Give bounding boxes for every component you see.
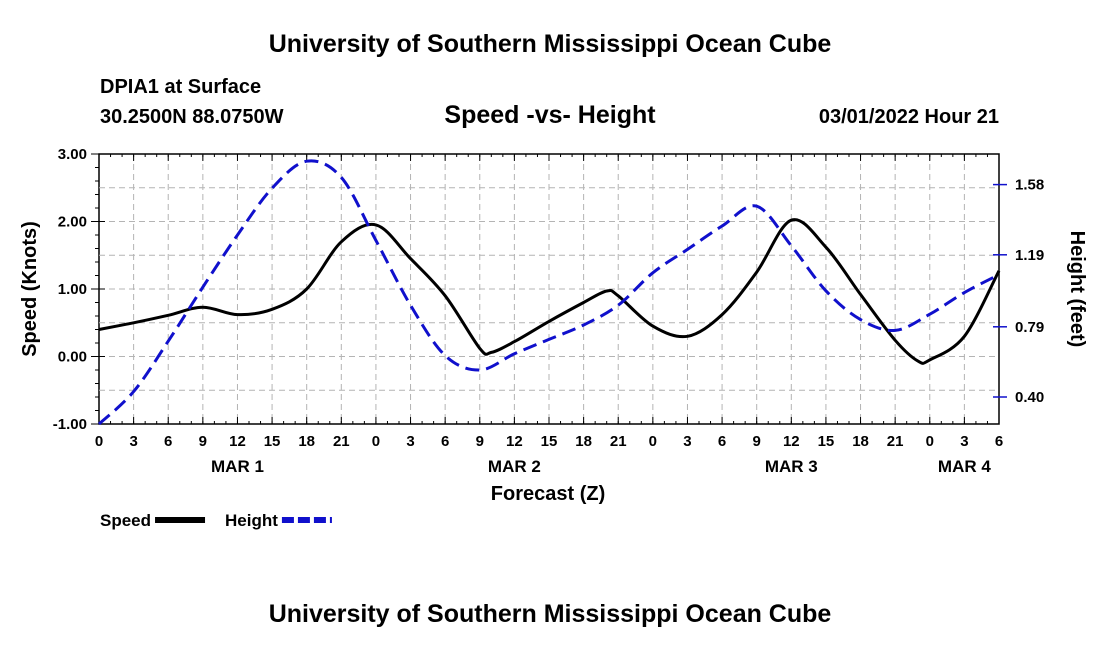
axes: 0 3 6 9 12 15 18 21 0 3 6 9 12 15 18 21 0 3 6 9 12 15 18 21 0 3 6M…	[53, 146, 1044, 476]
y2-tick-label: 0.40	[1015, 389, 1044, 406]
coordinates-label: 30.2500N 88.0750W	[100, 106, 284, 128]
x-tick-label: 18	[575, 433, 592, 450]
y-tick-label: 2.00	[58, 214, 87, 231]
y2-tick-label: 1.58	[1015, 177, 1044, 194]
series-line-height	[97, 159, 1000, 426]
x-tick-label: 15	[541, 433, 558, 450]
station-label: DPIA1 at Surface	[100, 76, 262, 98]
y2-tick-label: 1.19	[1015, 247, 1044, 264]
legend: Speed Height	[100, 511, 332, 530]
series-lines	[97, 159, 1001, 426]
x-tick-label: 3	[683, 433, 691, 450]
y-tick-label: 1.00	[58, 281, 87, 298]
x-tick-label: 0	[649, 433, 657, 450]
x-tick-label: 9	[476, 433, 484, 450]
x-axis-label: Forecast (Z)	[491, 483, 605, 505]
x-tick-label: 12	[783, 433, 800, 450]
y-tick-label: 0.00	[58, 349, 87, 366]
x-tick-label: 6	[995, 433, 1003, 450]
legend-label-speed: Speed	[100, 511, 151, 530]
x-tick-label: 9	[753, 433, 761, 450]
x-tick-label: 0	[95, 433, 103, 450]
x-tick-label: 3	[960, 433, 968, 450]
chart-title: Speed -vs- Height	[444, 101, 656, 129]
x-tick-label: 15	[264, 433, 281, 450]
x-tick-label: 0	[372, 433, 380, 450]
legend-label-height: Height	[225, 511, 278, 530]
page-title-top: University of Southern Mississippi Ocean…	[268, 30, 832, 58]
day-label: MAR 1	[211, 457, 264, 476]
x-tick-label: 21	[610, 433, 627, 450]
series-line-speed	[98, 218, 1001, 365]
x-tick-label: 3	[406, 433, 414, 450]
x-tick-label: 12	[506, 433, 523, 450]
x-tick-label: 18	[852, 433, 869, 450]
x-tick-label: 0	[926, 433, 934, 450]
y2-tick-label: 0.79	[1015, 319, 1044, 336]
day-label: MAR 3	[765, 457, 818, 476]
grid-lines	[99, 154, 999, 424]
x-tick-label: 6	[164, 433, 172, 450]
x-tick-label: 15	[818, 433, 835, 450]
x-tick-label: 18	[298, 433, 315, 450]
x-tick-label: 12	[229, 433, 246, 450]
day-label: MAR 4	[938, 457, 991, 476]
x-tick-label: 9	[199, 433, 207, 450]
forecast-datetime-label: 03/01/2022 Hour 21	[818, 106, 999, 128]
y-tick-label: 3.00	[58, 146, 87, 163]
x-tick-label: 21	[887, 433, 904, 450]
y-tick-label: -1.00	[53, 416, 87, 433]
x-tick-label: 21	[333, 433, 350, 450]
day-label: MAR 2	[488, 457, 541, 476]
y2-axis-label: Height (feet)	[1066, 231, 1088, 348]
x-tick-label: 6	[718, 433, 726, 450]
x-tick-label: 6	[441, 433, 449, 450]
x-tick-label: 3	[129, 433, 137, 450]
y-axis-label: Speed (Knots)	[19, 221, 41, 357]
page-title-bottom: University of Southern Mississippi Ocean…	[268, 600, 832, 628]
